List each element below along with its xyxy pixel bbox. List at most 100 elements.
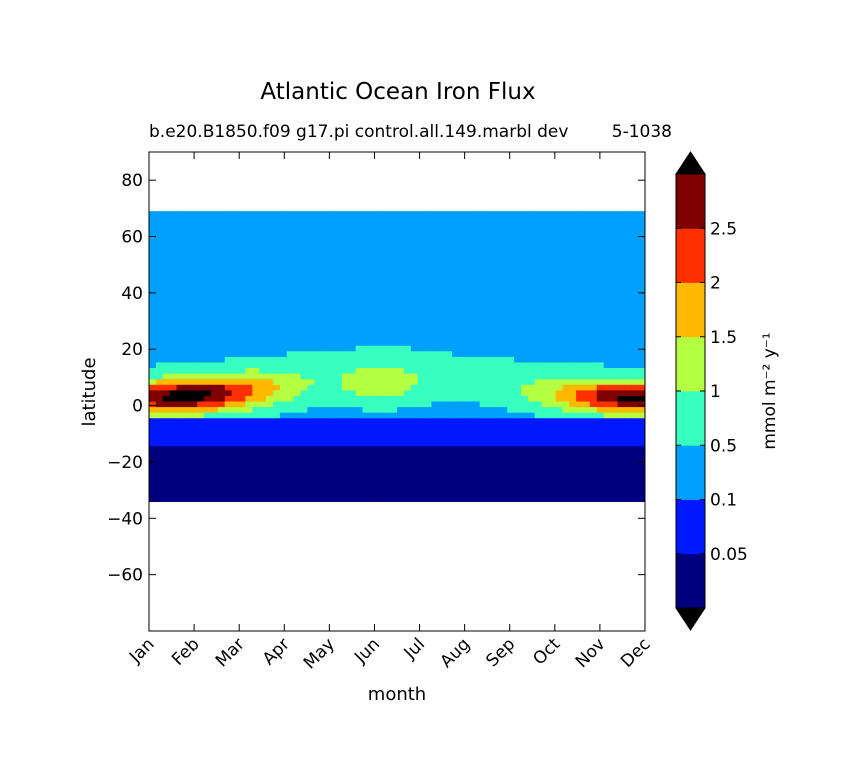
heatmap-cell [603,412,612,419]
heatmap-cell [514,294,522,302]
heatmap-cell [300,294,309,302]
heatmap-cell [328,289,336,296]
heatmap-cell [383,395,391,402]
heatmap-cell [211,339,219,346]
heatmap-cell [541,350,550,357]
heatmap-cell [321,400,329,408]
heatmap-cell [321,239,329,246]
heatmap-cell [390,283,398,290]
heatmap-cell [341,250,350,257]
heatmap-cell [224,440,233,447]
heatmap-cell [224,434,233,441]
heatmap-cell [465,211,474,218]
heatmap-cell [328,395,336,402]
heatmap-cell [231,406,240,413]
heatmap-cell [197,378,205,385]
heatmap-cell [238,278,247,285]
heatmap-cell [286,300,295,307]
heatmap-cell [569,294,577,302]
heatmap-cell [534,255,543,262]
heatmap-cell [383,227,391,235]
heatmap-cell [472,233,481,240]
heatmap-cell [397,227,405,235]
heatmap-cell [162,289,171,296]
heatmap-cell [335,328,343,335]
heatmap-cell [445,467,453,475]
heatmap-cell [224,216,233,223]
heatmap-cell [534,339,543,346]
heatmap-cell [231,333,240,341]
heatmap-cell [266,373,274,380]
x-tick-label: Feb [168,634,203,669]
heatmap-cell [500,278,508,285]
heatmap-cell [486,339,495,346]
heatmap-cell [335,462,343,469]
heatmap-cell [617,440,625,447]
heatmap-cell [197,456,205,463]
heatmap-cell [521,412,529,419]
heatmap-cell [617,428,625,436]
heatmap-cell [176,300,185,307]
heatmap-cell [445,289,453,296]
heatmap-cell [631,306,639,313]
heatmap-cell [410,417,419,424]
heatmap-cell [224,417,233,424]
heatmap-cell [403,445,412,452]
heatmap-cell [335,239,343,246]
heatmap-cell [190,244,198,251]
heatmap-cell [231,417,240,424]
heatmap-cell [541,250,550,257]
heatmap-cell [369,345,377,352]
heatmap-cell [431,495,439,502]
heatmap-cell [603,367,612,374]
heatmap-cell [341,417,350,424]
heatmap-cell [321,473,329,480]
heatmap-cell [231,345,240,352]
heatmap-cell [383,322,391,329]
heatmap-cell [162,211,171,218]
heatmap-cell [335,361,343,369]
heatmap-cell [610,456,619,463]
heatmap-cell [417,250,426,257]
heatmap-cell [397,451,405,458]
heatmap-cell [231,233,240,240]
heatmap-cell [424,255,433,262]
heatmap-cell [465,384,474,391]
heatmap-cell [493,289,501,296]
heatmap-cell [452,423,460,430]
heatmap-cell [335,406,343,413]
heatmap-cell [548,294,557,302]
heatmap-cell [328,345,336,352]
heatmap-cell [162,479,171,486]
heatmap-cell [514,434,522,441]
heatmap-cell [348,261,357,268]
heatmap-cell [252,479,260,486]
heatmap-cell [162,361,171,369]
heatmap-cell [576,244,584,251]
heatmap-cell [197,283,205,290]
heatmap-cell [438,484,446,491]
heatmap-cell [335,300,343,307]
heatmap-cell [369,239,377,246]
heatmap-cell [286,384,295,391]
heatmap-cell [541,462,550,469]
heatmap-cell [300,484,309,491]
heatmap-cell [596,395,605,402]
heatmap-cell [252,451,260,458]
heatmap-cell [631,272,639,279]
heatmap-cell [314,445,322,452]
heatmap-cell [335,434,343,441]
heatmap-cell [624,479,632,486]
heatmap-cell [155,350,164,357]
heatmap-cell [438,367,446,374]
heatmap-cell [438,473,446,480]
heatmap-cell [631,300,639,307]
heatmap-cell [493,389,501,396]
heatmap-cell [603,300,612,307]
heatmap-cell [534,300,543,307]
heatmap-cell [176,239,185,246]
heatmap-cell [224,294,233,302]
y-tick-label: 0 [132,397,143,417]
heatmap-cell [335,356,343,363]
heatmap-cell [307,406,315,413]
